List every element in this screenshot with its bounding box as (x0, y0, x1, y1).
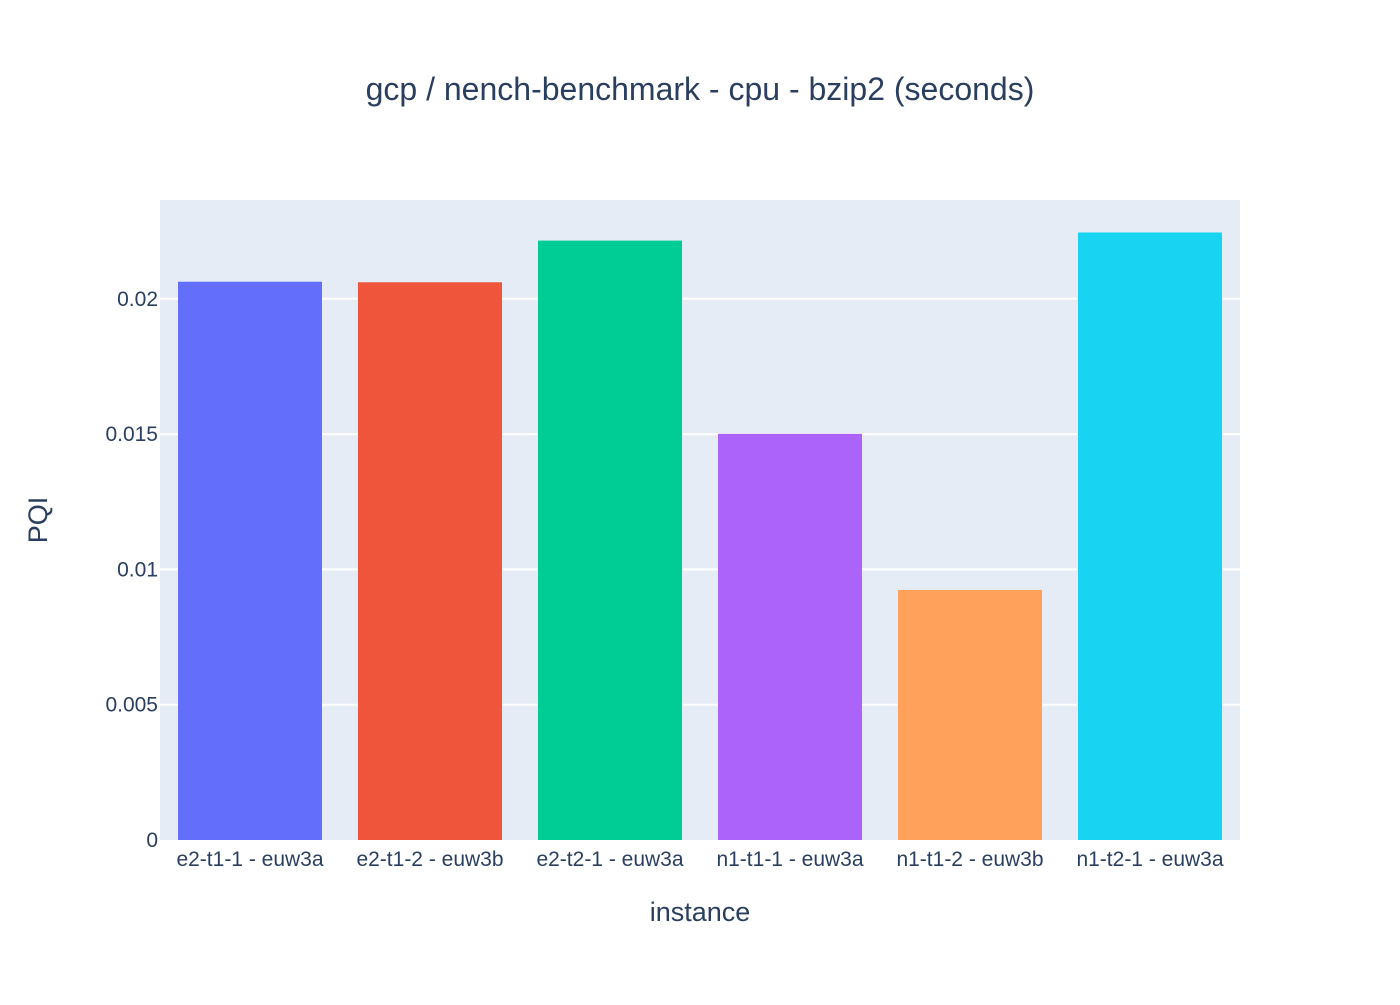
bar[interactable] (178, 281, 322, 840)
bars (178, 232, 1222, 841)
x-axis-title: instance (650, 897, 751, 927)
x-tick-label: e2-t1-1 - euw3a (176, 848, 323, 871)
y-tick-label: 0.005 (105, 694, 158, 717)
y-tick-label: 0.02 (117, 288, 158, 311)
y-axis-ticks: 0 0.005 0.01 0.015 0.02 (105, 288, 158, 852)
bar[interactable] (718, 433, 862, 840)
y-tick-label: 0.01 (117, 558, 158, 581)
x-axis-ticks: e2-t1-1 - euw3a e2-t1-2 - euw3b e2-t2-1 - … (176, 848, 1223, 871)
bar[interactable] (358, 282, 502, 841)
bar[interactable] (898, 589, 1042, 840)
x-tick-label: n1-t1-2 - euw3b (896, 848, 1043, 871)
x-tick-label: e2-t2-1 - euw3a (536, 848, 683, 871)
x-tick-label: e2-t1-2 - euw3b (356, 848, 503, 871)
y-tick-label: 0 (146, 829, 158, 852)
gridlines (160, 297, 1240, 706)
bar[interactable] (538, 240, 682, 840)
x-tick-label: n1-t1-1 - euw3a (716, 848, 863, 871)
plot-area (160, 200, 1240, 840)
y-tick-label: 0.015 (105, 423, 158, 446)
y-axis-title: PQI (23, 497, 53, 544)
x-tick-label: n1-t2-1 - euw3a (1076, 848, 1223, 871)
bar[interactable] (1078, 232, 1222, 840)
chart-title: gcp / nench-benchmark - cpu - bzip2 (sec… (366, 71, 1035, 107)
